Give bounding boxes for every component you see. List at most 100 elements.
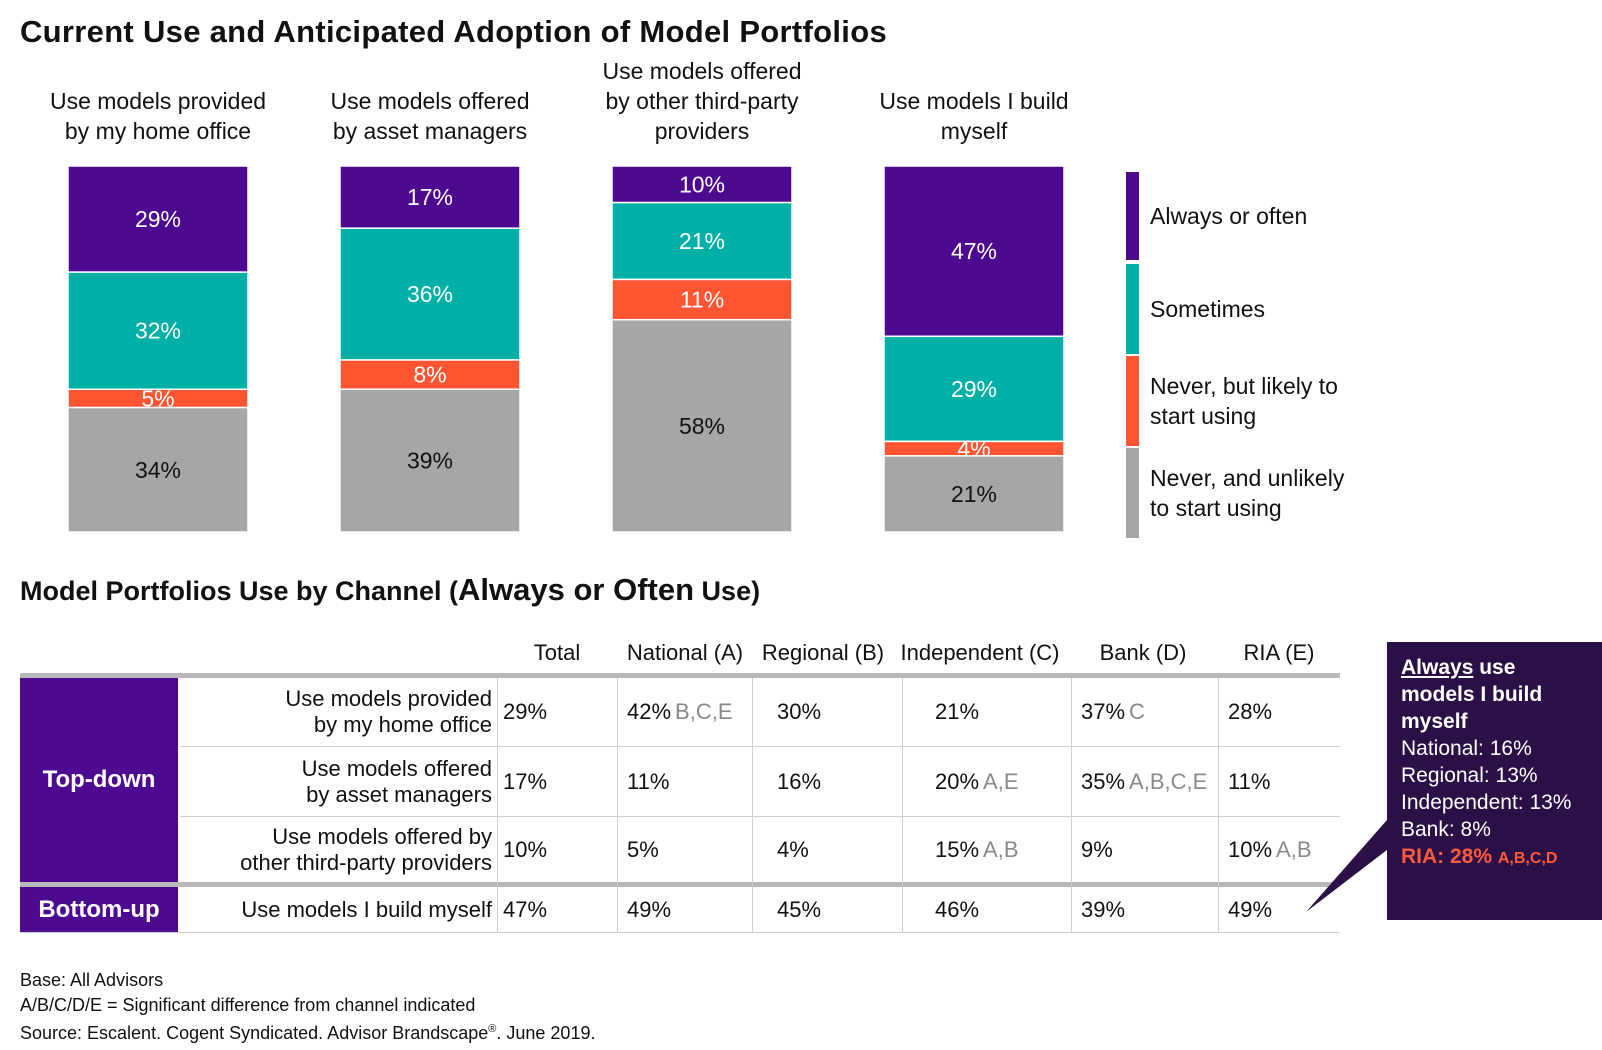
cell-3-4: 39% bbox=[1081, 887, 1125, 932]
column-header-4: Bank (D) bbox=[1099, 640, 1187, 665]
callout-line-national: National: 16% bbox=[1401, 737, 1532, 760]
cell-0-3: 21% bbox=[935, 678, 979, 746]
cell-1-0: 17% bbox=[503, 747, 547, 816]
cell-significance-0-1: B,C,E bbox=[675, 699, 733, 724]
cell-value-1-5: 11% bbox=[1228, 768, 1271, 794]
cell-value-0-0: 29% bbox=[503, 699, 548, 724]
cell-3-1: 49% bbox=[627, 887, 671, 932]
cell-value-0-3: 21% bbox=[935, 699, 980, 724]
row-label-text-1: Use models offered by asset managers bbox=[302, 756, 492, 808]
column-divider-2 bbox=[752, 678, 753, 932]
cell-0-0: 29% bbox=[503, 678, 547, 746]
table-title: Model Portfolios Use by Channel (Always … bbox=[20, 572, 760, 608]
cell-0-5: 28% bbox=[1228, 678, 1272, 746]
cell-significance-1-4: A,B,C,E bbox=[1129, 768, 1208, 794]
footer-legend: A/B/C/D/E = Significant difference from … bbox=[20, 994, 476, 1015]
cell-value-2-1: 5% bbox=[627, 836, 659, 862]
callout-heading: Always use models I build myself bbox=[1401, 654, 1588, 735]
legend-swatch-3 bbox=[1126, 448, 1139, 538]
legend-label-2-0: Never, but likely to bbox=[1150, 373, 1338, 399]
callout-line-independent: Independent: 13% bbox=[1401, 791, 1572, 814]
row-label-text-3: Use models I build myself bbox=[241, 897, 492, 923]
legend-label-1-0: Sometimes bbox=[1150, 296, 1265, 322]
cell-value-3-4: 39% bbox=[1081, 896, 1126, 922]
cell-value-1-1: 11% bbox=[627, 768, 670, 794]
data-label-1-0: 17% bbox=[407, 184, 453, 210]
cell-1-1: 11% bbox=[627, 747, 669, 816]
footer-source: Source: Escalent. Cogent Syndicated. Adv… bbox=[20, 1017, 595, 1046]
table-title-part-1: Model Portfolios Use by Channel ( bbox=[20, 576, 459, 606]
cell-3-2: 45% bbox=[777, 887, 821, 932]
cell-2-1: 5% bbox=[627, 817, 659, 882]
legend-label-3-0: Never, and unlikely bbox=[1150, 465, 1345, 491]
footer-source-a: Source: Escalent. Cogent Syndicated. Adv… bbox=[20, 1023, 489, 1043]
legend-swatch-1 bbox=[1126, 264, 1139, 354]
cell-1-4: 35% A,B,C,E bbox=[1081, 747, 1207, 816]
callout-heading-line2: models I build bbox=[1401, 683, 1543, 706]
footer-source-b: . June 2019. bbox=[496, 1023, 596, 1043]
group-label-top-down: Top-down bbox=[20, 678, 178, 882]
category-label-1-1: by asset managers bbox=[333, 118, 527, 144]
category-label-2-0: Use models offered bbox=[602, 58, 801, 84]
data-label-3-3: 21% bbox=[951, 481, 997, 507]
callout-line-ria: RIA: 28% A,B,C,D bbox=[1401, 843, 1588, 872]
legend-swatch-2 bbox=[1126, 356, 1139, 446]
stacked-bar-chart: Use models provided by my home office 29% 3… bbox=[50, 58, 1345, 538]
legend-swatch-0 bbox=[1126, 172, 1139, 260]
category-label-0-0: Use models provided bbox=[50, 88, 266, 114]
legend-label-3-1: to start using bbox=[1150, 495, 1282, 521]
legend-label-0-0: Always or often bbox=[1150, 203, 1307, 229]
table-top-rule bbox=[20, 673, 1340, 678]
row-label-2: Use models offered by other third-party p… bbox=[180, 817, 492, 882]
cell-value-1-4: 35% bbox=[1081, 768, 1126, 794]
column-header-0: Total bbox=[533, 640, 581, 665]
row-label-0: Use models provided by my home office bbox=[180, 678, 492, 746]
data-label-3-0: 47% bbox=[951, 238, 997, 264]
column-header-5: RIA (E) bbox=[1243, 640, 1315, 665]
category-label-1-0: Use models offered bbox=[330, 88, 529, 114]
cell-value-0-1: 42% bbox=[627, 699, 672, 724]
cell-2-5: 10% A,B bbox=[1228, 817, 1312, 882]
data-label-1-1: 36% bbox=[407, 281, 453, 307]
footer-base: Base: All Advisors bbox=[20, 970, 164, 990]
column-divider-4 bbox=[1071, 678, 1072, 932]
callout-ria-value: RIA: 28% bbox=[1401, 845, 1493, 868]
row-label-line-0-1: by my home office bbox=[313, 712, 492, 737]
cell-3-5: 49% bbox=[1228, 887, 1272, 932]
cell-0-4: 37% C bbox=[1081, 678, 1145, 746]
row-label-3: Use models I build myself bbox=[180, 887, 492, 932]
category-label-2-2: providers bbox=[655, 118, 750, 144]
cell-value-3-2: 45% bbox=[777, 896, 822, 922]
data-label-1-3: 39% bbox=[407, 448, 453, 474]
callout-line-bank: Bank: 8% bbox=[1401, 818, 1491, 841]
cell-value-0-5: 28% bbox=[1228, 699, 1273, 724]
row-label-1: Use models offered by asset managers bbox=[180, 747, 492, 816]
data-label-0-3: 34% bbox=[135, 457, 181, 483]
cell-value-0-4: 37% bbox=[1081, 699, 1126, 724]
cell-value-2-4: 9% bbox=[1081, 836, 1113, 862]
cell-2-0: 10% bbox=[503, 817, 547, 882]
cell-2-4: 9% bbox=[1081, 817, 1113, 882]
cell-3-0: 47% bbox=[503, 887, 547, 932]
cell-value-2-2: 4% bbox=[777, 836, 809, 862]
bar-segment-2-3 bbox=[611, 318, 793, 533]
cell-2-3: 15% A,B bbox=[935, 817, 1019, 882]
column-header-2: Regional (B) bbox=[761, 640, 885, 665]
bar-segment-2-0 bbox=[611, 165, 793, 204]
callout-line-regional: Regional: 13% bbox=[1401, 764, 1538, 787]
callout-pointer-shape bbox=[1306, 820, 1400, 912]
category-label-3-1: myself bbox=[941, 118, 1008, 144]
row-divider-2 bbox=[180, 816, 1340, 817]
table-bottom-rule bbox=[20, 932, 1340, 933]
bar-segment-0-0 bbox=[67, 165, 249, 273]
table-title-emphasis: Always or Often bbox=[458, 572, 695, 607]
data-label-2-1: 21% bbox=[679, 228, 725, 254]
group-label-bottom-up: Bottom-up bbox=[20, 887, 178, 932]
cell-3-3: 46% bbox=[935, 887, 979, 932]
data-label-2-0: 10% bbox=[679, 171, 725, 197]
column-divider-3 bbox=[902, 678, 903, 932]
column-divider-5 bbox=[1218, 678, 1219, 932]
footer-notes: Base: All Advisors A/B/C/D/E = Significa… bbox=[20, 968, 595, 1046]
data-label-0-0: 29% bbox=[135, 206, 181, 232]
row-label-text-0: Use models provided by my home office bbox=[285, 686, 492, 738]
